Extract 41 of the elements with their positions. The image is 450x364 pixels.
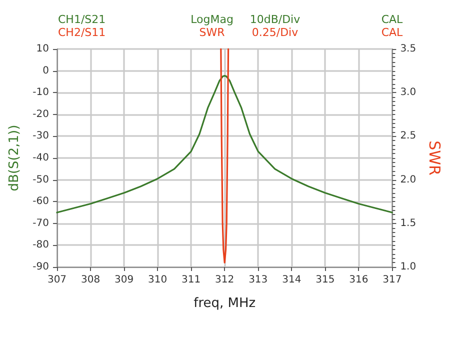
y2-tick-label: 2.0	[400, 174, 416, 186]
x-tick-label: 311	[182, 274, 201, 286]
y-tick-label: 0	[42, 65, 49, 76]
y2-tick-label: 1.5	[400, 218, 416, 229]
x-tick-label: 314	[282, 274, 302, 286]
y2-tick-label: 3.0	[400, 87, 416, 98]
line-series	[220, 48, 230, 264]
x-axis-title: freq, MHz	[194, 296, 256, 311]
x-tick-label: 313	[248, 274, 268, 286]
y-tick-label: 10	[36, 44, 49, 54]
y2-axis-title: SWR	[426, 140, 444, 176]
x-tick-label: 307	[47, 274, 67, 286]
text: CAL	[381, 26, 404, 39]
y-tick-label: -80	[32, 240, 49, 251]
y-tick-label: -60	[32, 196, 49, 208]
y2-tick-label: 2.5	[400, 130, 416, 142]
text: CAL	[381, 13, 404, 26]
x-tick-label: 309	[114, 274, 134, 286]
x-tick-label: 317	[382, 274, 402, 286]
y-tick-label: -20	[32, 108, 49, 120]
text: SWR	[199, 26, 226, 39]
line-series	[56, 75, 393, 214]
text: CH2/S11	[58, 26, 106, 39]
text: CH1/S21	[58, 13, 106, 26]
x-tick-label: 316	[349, 274, 368, 286]
y2-tick-label: 1.0	[400, 262, 416, 272]
x-tick-label: 308	[80, 274, 100, 286]
y-axis-title: dB(S(2,1))	[7, 124, 22, 192]
x-tick-label: 310	[148, 274, 168, 286]
y2-tick-label: 3.5	[400, 44, 416, 54]
x-tick-label: 312	[215, 274, 234, 286]
y-tick-label: -50	[32, 174, 49, 186]
text: 10dB/Div	[250, 13, 301, 26]
text: 0.25/Div	[252, 26, 299, 39]
x-tick-label: 315	[316, 274, 335, 286]
y-tick-label: -30	[32, 130, 49, 142]
y-tick-label: -10	[32, 87, 49, 98]
text: LogMag	[190, 13, 234, 26]
y-tick-label: -70	[32, 218, 49, 229]
y-tick-label: -40	[32, 152, 49, 164]
y-tick-label: -90	[32, 262, 49, 272]
